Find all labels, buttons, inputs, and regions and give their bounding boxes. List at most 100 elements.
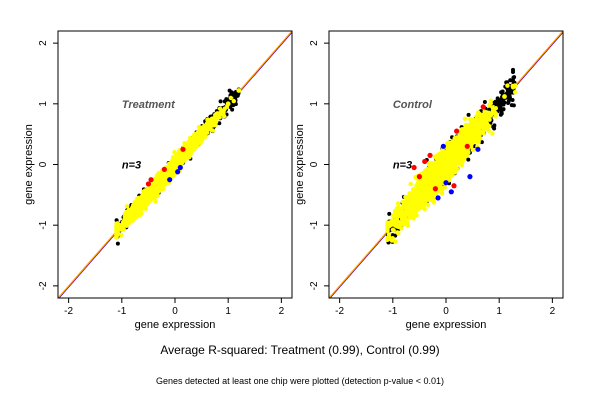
point-yellow	[482, 109, 487, 114]
point-black	[501, 102, 506, 107]
point-yellow	[119, 232, 124, 238]
panel-title: Treatment	[122, 99, 176, 111]
y-tick-label: 2	[38, 40, 49, 46]
point-yellow	[193, 136, 199, 142]
point-black	[504, 80, 509, 85]
point-yellow	[215, 113, 220, 119]
point-yellow	[142, 206, 147, 211]
data-points	[385, 67, 518, 245]
point-red	[161, 166, 167, 172]
point-yellow	[133, 210, 139, 215]
point-black	[466, 112, 471, 117]
point-black	[509, 103, 514, 108]
point-yellow	[207, 121, 212, 126]
point-yellow	[156, 185, 161, 190]
point-red	[148, 177, 154, 183]
point-yellow	[124, 204, 130, 209]
point-red	[180, 146, 186, 152]
sample-count-annotation: n=3	[122, 160, 141, 172]
point-yellow	[481, 113, 486, 118]
point-yellow	[395, 201, 401, 206]
point-yellow	[115, 225, 120, 231]
point-black	[479, 140, 484, 145]
point-red	[145, 181, 152, 187]
point-yellow	[177, 150, 182, 156]
point-black	[217, 121, 222, 126]
point-yellow	[175, 154, 180, 159]
point-yellow	[221, 108, 227, 113]
point-yellow	[390, 236, 395, 241]
y-axis-label: gene expression	[23, 124, 35, 205]
point-yellow	[172, 149, 177, 155]
point-yellow	[160, 172, 165, 177]
y-tick-label: -1	[38, 220, 49, 229]
point-yellow	[488, 98, 494, 103]
point-yellow	[124, 209, 129, 215]
point-black	[506, 100, 511, 105]
point-black	[227, 88, 232, 93]
point-yellow	[231, 98, 236, 104]
point-yellow	[408, 181, 413, 187]
point-yellow	[204, 126, 210, 132]
point-black	[510, 67, 515, 72]
point-yellow	[150, 185, 155, 190]
point-yellow	[122, 220, 127, 226]
point-black	[218, 99, 223, 104]
point-yellow	[474, 114, 479, 119]
y-tick-label: -2	[38, 281, 49, 290]
x-tick-label: 1	[225, 306, 231, 317]
point-yellow	[439, 191, 445, 196]
point-yellow	[186, 146, 191, 151]
point-yellow	[490, 131, 495, 136]
point-yellow	[172, 160, 178, 166]
point-black	[499, 90, 504, 95]
point-yellow	[135, 197, 140, 202]
point-yellow	[470, 147, 475, 152]
point-black	[232, 91, 237, 96]
point-yellow	[144, 188, 149, 193]
point-black	[115, 241, 120, 246]
y-tick-label: 1	[38, 101, 49, 107]
x-tick-label: 0	[172, 306, 178, 317]
point-yellow	[153, 199, 158, 204]
point-yellow	[135, 201, 140, 206]
point-yellow	[393, 239, 398, 244]
point-yellow	[143, 197, 148, 203]
point-black	[229, 91, 234, 96]
point-yellow	[213, 119, 219, 125]
point-yellow	[205, 117, 210, 123]
point-yellow	[156, 179, 162, 184]
point-yellow	[152, 189, 158, 194]
point-yellow	[236, 88, 242, 93]
point-yellow	[167, 166, 173, 172]
point-yellow	[138, 210, 143, 215]
point-black	[499, 107, 504, 112]
point-yellow	[135, 205, 141, 211]
point-yellow	[512, 90, 518, 95]
point-yellow	[487, 102, 492, 108]
point-black	[466, 157, 471, 162]
point-yellow	[121, 227, 126, 232]
point-yellow	[149, 196, 154, 201]
point-yellow	[138, 197, 143, 202]
point-blue	[175, 169, 181, 175]
point-blue	[167, 177, 173, 183]
point-yellow	[166, 171, 171, 177]
data-points	[114, 87, 242, 246]
point-yellow	[225, 101, 231, 107]
point-black	[482, 100, 487, 105]
point-black	[510, 98, 515, 103]
point-yellow	[194, 142, 200, 147]
point-yellow	[211, 123, 216, 128]
point-yellow	[146, 192, 151, 198]
point-yellow	[228, 95, 234, 101]
point-black	[507, 95, 512, 100]
point-yellow	[132, 214, 138, 219]
point-black	[499, 98, 504, 103]
x-tick-label: 2	[279, 306, 285, 317]
point-black	[511, 78, 516, 83]
point-yellow	[210, 128, 216, 133]
